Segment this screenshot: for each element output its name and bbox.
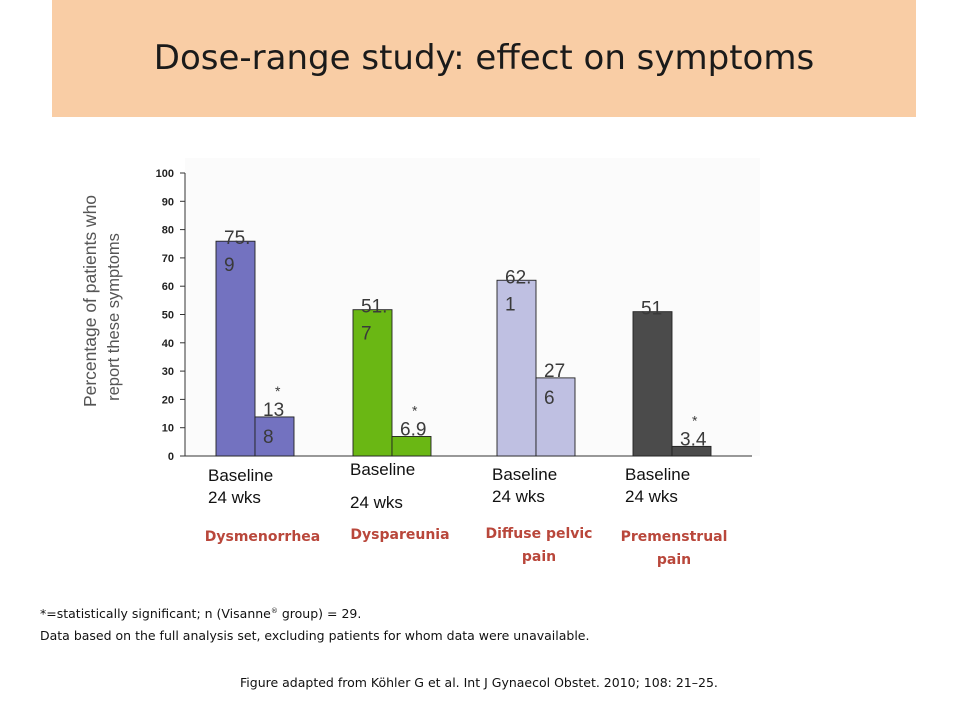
under-label-group-2: Baseline 24 wks — [350, 459, 415, 514]
figure-source: Figure adapted from Köhler G et al. Int … — [240, 675, 718, 690]
y-tick-label: 90 — [162, 196, 174, 208]
category-label-line: pain — [521, 549, 557, 565]
bar-baseline — [496, 279, 537, 457]
bar-24wks — [535, 377, 576, 457]
under-label-group-3: Baseline 24 wks — [492, 464, 557, 508]
data-label-baseline: 1 — [505, 294, 516, 315]
y-tick-label: 0 — [168, 451, 174, 463]
registered-mark: ® — [270, 606, 278, 615]
y-tick-label: 10 — [162, 423, 174, 435]
y-tick-label: 80 — [162, 225, 174, 237]
category-label-line: Dysmenorrhea — [204, 529, 321, 545]
data-label-baseline: 7 — [361, 324, 372, 345]
data-label-baseline: 62. — [505, 267, 531, 288]
bar-24wks — [391, 436, 432, 457]
baseline-label: Baseline — [350, 460, 416, 479]
under-label-group-1: Baseline 24 wks — [208, 465, 273, 509]
data-label-24wks: 6 — [544, 388, 555, 409]
baseline-label: Baseline — [208, 466, 274, 485]
footnote-analysis-set: Data based on the full analysis set, exc… — [40, 628, 590, 643]
footnote-text: *=statistically significant; n (Visanne — [40, 606, 271, 621]
y-axis-label-line-1: Percentage of patients who — [80, 194, 100, 408]
data-label-baseline: 9 — [224, 255, 235, 276]
under-label-group-4: Baseline 24 wks — [625, 464, 690, 508]
wk24-label: 24 wks — [625, 487, 678, 506]
wk24-label: 24 wks — [492, 487, 545, 506]
data-label-24wks: 27 — [544, 361, 565, 382]
title-band: Dose-range study: effect on symptoms — [52, 0, 916, 117]
category-label-line: Diffuse pelvic — [485, 526, 593, 542]
bar-baseline — [632, 311, 673, 457]
significance-marker: * — [275, 383, 281, 399]
y-tick-label: 30 — [162, 366, 174, 378]
data-label-24wks: 3.4 — [680, 429, 707, 450]
y-tick-label: 100 — [156, 168, 174, 180]
category-label-diffuse-pelvic-pain: Diffuse pelvic pain — [474, 523, 604, 569]
data-label-24wks: 6.9 — [400, 419, 426, 440]
category-label-dysmenorrhea: Dysmenorrhea — [195, 526, 330, 549]
y-tick-label: 40 — [162, 338, 174, 350]
baseline-label: Baseline — [625, 465, 691, 484]
bar-24wks — [254, 416, 295, 457]
baseline-label: Baseline — [492, 465, 558, 484]
data-label-baseline: 51. — [361, 297, 387, 318]
data-label-24wks: 13 — [263, 400, 284, 421]
data-label-baseline: 51 — [641, 299, 662, 320]
significance-marker: * — [412, 402, 418, 418]
footnote-text: group) = 29. — [277, 606, 362, 621]
category-label-line: Premenstrual — [620, 529, 728, 545]
y-tick-label: 60 — [162, 281, 174, 293]
significance-marker: * — [692, 412, 698, 428]
y-tick-label: 50 — [162, 310, 174, 322]
wk24-label: 24 wks — [350, 493, 403, 512]
data-label-baseline: 75. — [224, 228, 250, 249]
category-label-premenstrual-pain: Premenstrual pain — [609, 526, 739, 572]
category-label-line: Dyspareunia — [350, 527, 450, 543]
data-label-24wks: 8 — [263, 427, 274, 448]
slide-title: Dose-range study: effect on symptoms — [153, 38, 815, 78]
bar-baseline — [215, 240, 256, 457]
bar-24wks — [671, 445, 712, 457]
footnote-significance: *=statistically significant; n (Visanne®… — [40, 606, 361, 621]
y-axis-label-line-2: report these symptoms — [105, 233, 123, 401]
category-label-line: pain — [656, 552, 692, 568]
wk24-label: 24 wks — [208, 488, 261, 507]
bar-baseline — [352, 309, 393, 457]
category-label-dyspareunia: Dyspareunia — [340, 524, 460, 547]
y-tick-label: 70 — [162, 253, 174, 265]
y-tick-label: 20 — [162, 394, 174, 406]
